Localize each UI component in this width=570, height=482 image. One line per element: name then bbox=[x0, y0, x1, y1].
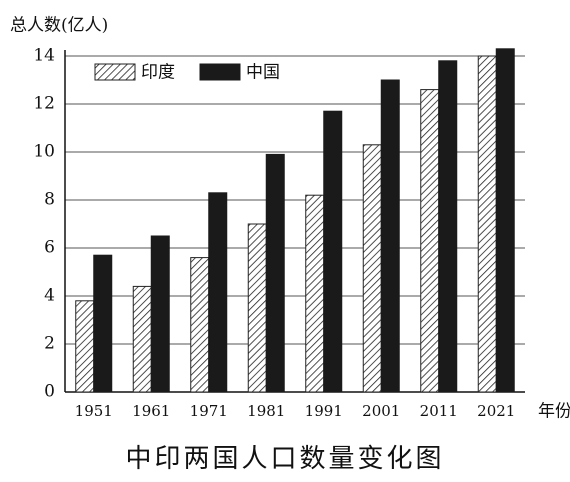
bar bbox=[305, 194, 325, 393]
x-tick-label: 1981 bbox=[247, 402, 285, 420]
bar bbox=[477, 55, 497, 393]
x-tick-label: 2001 bbox=[362, 402, 400, 420]
y-tick-label: 6 bbox=[44, 238, 55, 258]
x-tick-label: 1991 bbox=[305, 402, 343, 420]
bar bbox=[247, 223, 267, 393]
x-tick-label: 2021 bbox=[477, 402, 515, 420]
legend-label: 印度 bbox=[141, 63, 175, 83]
bar bbox=[265, 153, 285, 393]
y-tick-label: 12 bbox=[33, 94, 55, 114]
legend-swatch bbox=[94, 63, 136, 81]
x-tick-label: 1951 bbox=[75, 402, 113, 420]
y-tick-label: 0 bbox=[44, 382, 55, 402]
bar bbox=[208, 192, 228, 393]
x-axis-label: 年份 bbox=[538, 402, 570, 422]
y-tick-label: 14 bbox=[33, 46, 55, 66]
y-tick-label: 2 bbox=[44, 334, 55, 354]
bar bbox=[75, 300, 95, 393]
bar bbox=[362, 144, 382, 393]
bar bbox=[438, 60, 458, 393]
y-tick-label: 10 bbox=[33, 142, 55, 162]
bar bbox=[132, 285, 152, 393]
chart-title: 中印两国人口数量变化图 bbox=[125, 444, 444, 474]
x-tick-label: 1971 bbox=[190, 402, 228, 420]
bar bbox=[323, 110, 343, 393]
x-tick-label: 1961 bbox=[132, 402, 170, 420]
y-tick-label: 8 bbox=[44, 190, 55, 210]
legend-label: 中国 bbox=[246, 63, 280, 83]
bar bbox=[190, 257, 210, 393]
y-tick-label: 4 bbox=[44, 286, 55, 306]
bar bbox=[420, 89, 440, 393]
bar bbox=[380, 79, 400, 393]
bar bbox=[93, 254, 113, 393]
bar bbox=[495, 48, 515, 393]
bar bbox=[150, 235, 170, 393]
y-axis-label: 总人数(亿人) bbox=[10, 16, 108, 36]
legend-swatch bbox=[199, 63, 241, 81]
x-tick-label: 2011 bbox=[420, 402, 458, 420]
